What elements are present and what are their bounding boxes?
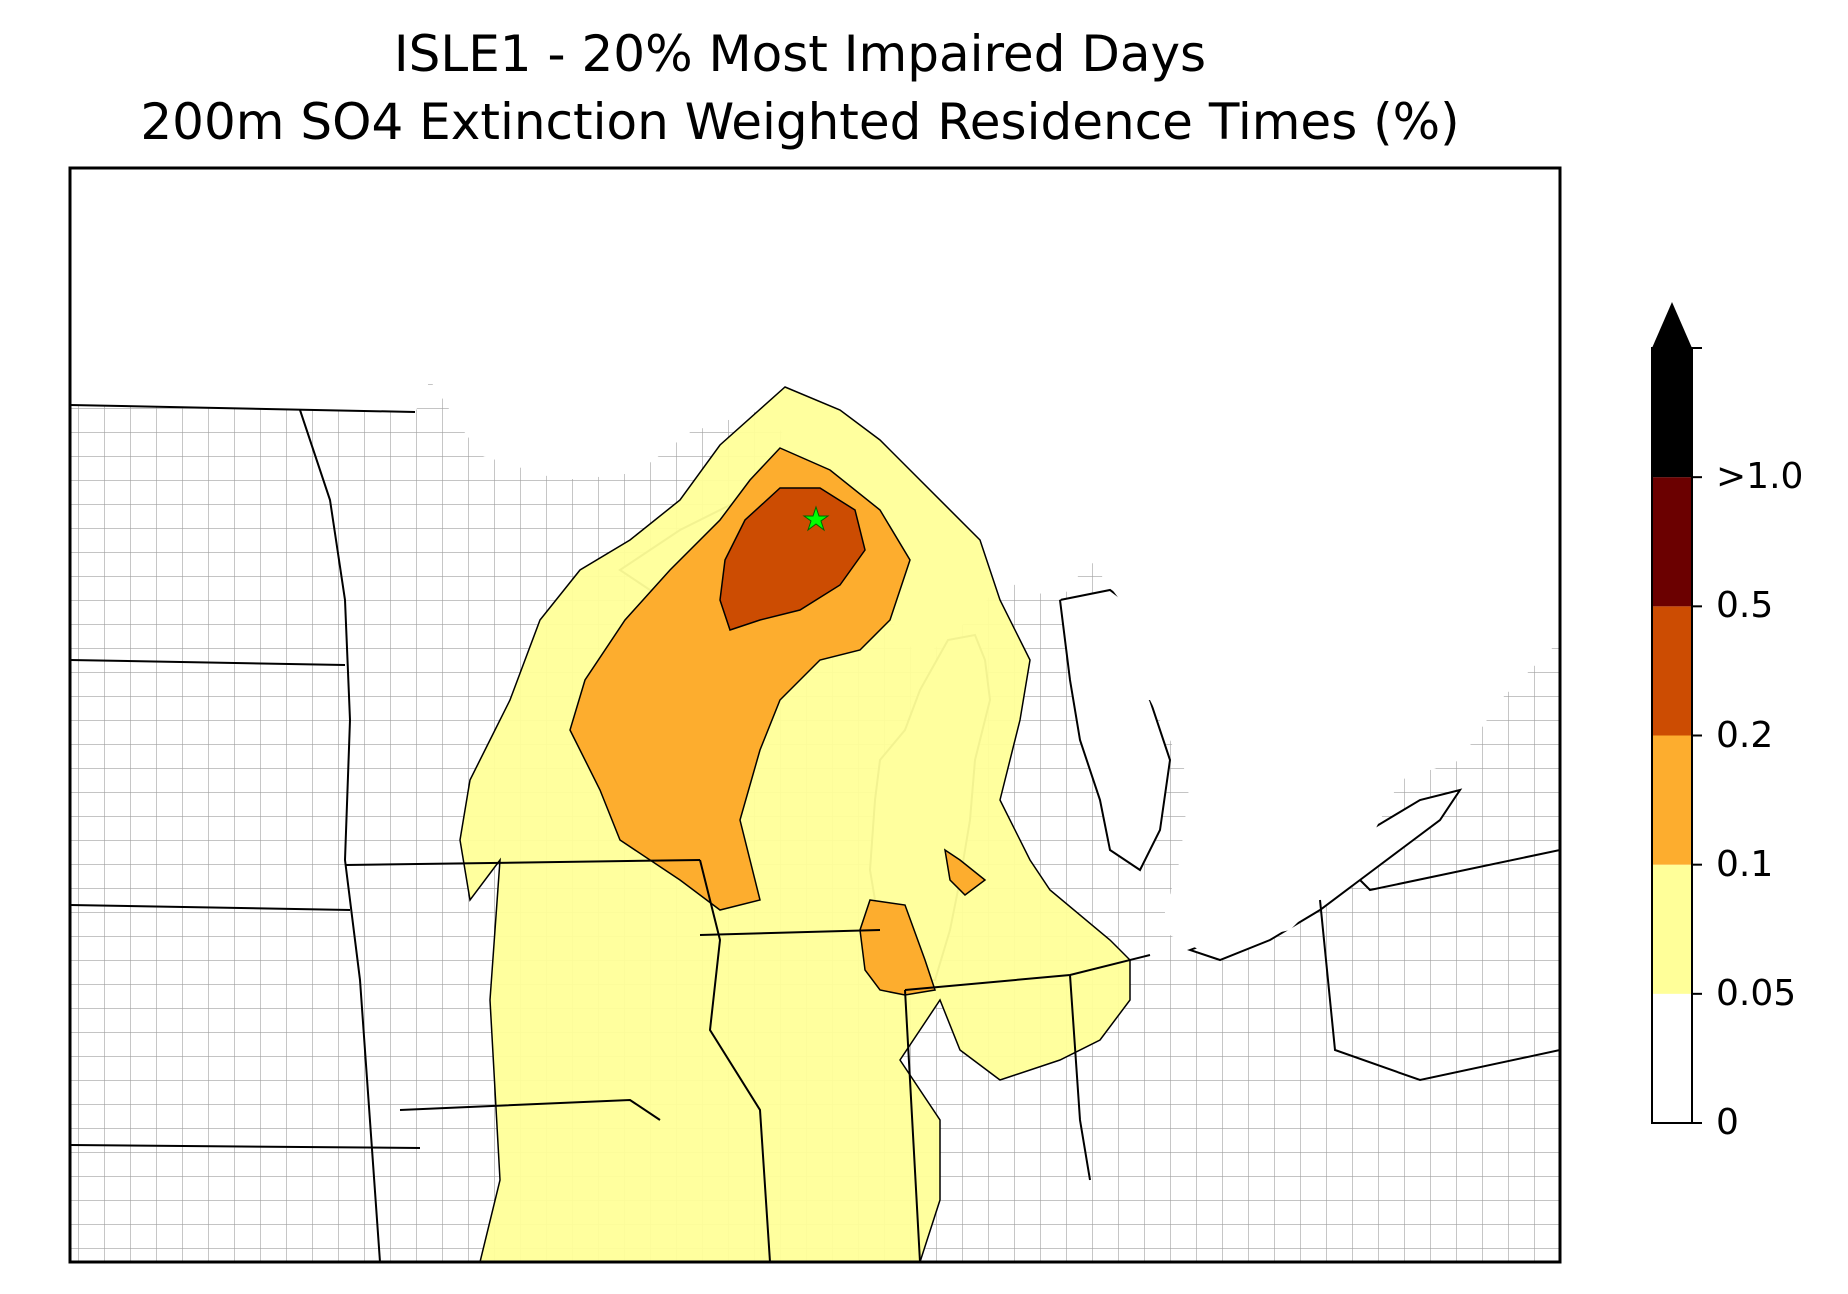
map-border bbox=[68, 166, 1562, 1264]
contour-0.1-0.2-spot bbox=[943, 848, 987, 896]
chart-title-line1: ISLE1 - 20% Most Impaired Days bbox=[393, 25, 1207, 83]
colorbar-bin bbox=[1652, 864, 1692, 994]
colorbar-bin bbox=[1652, 348, 1692, 478]
receptor-star-icon bbox=[802, 505, 830, 532]
chart-title-line2: 200m SO4 Extinction Weighted Residence T… bbox=[140, 93, 1460, 151]
colorbar-tick-label: 0.5 bbox=[1716, 585, 1774, 627]
colorbar-tick-label: 0.1 bbox=[1716, 843, 1774, 885]
contour-0.05-0.1 bbox=[459, 386, 1131, 1262]
contour-0.2-0.5 bbox=[719, 487, 866, 631]
colorbar-tick-label: 0 bbox=[1716, 1102, 1739, 1143]
lake-ontario-region bbox=[760, 168, 1560, 950]
colorbar-tick-label: 0.2 bbox=[1716, 714, 1774, 756]
canada-area bbox=[70, 168, 1200, 480]
colorbar-bin bbox=[1652, 606, 1692, 736]
colorbar-tick-label: 0.05 bbox=[1716, 972, 1797, 1014]
colorbar-bin bbox=[1652, 477, 1692, 607]
colorbar-bin bbox=[1652, 993, 1692, 1123]
colorbar-tick-label: >1.0 bbox=[1716, 456, 1804, 498]
colorbar-extend-arrow bbox=[1652, 302, 1692, 348]
state-boundaries bbox=[70, 404, 1560, 1262]
colorbar-bin bbox=[1652, 735, 1692, 865]
